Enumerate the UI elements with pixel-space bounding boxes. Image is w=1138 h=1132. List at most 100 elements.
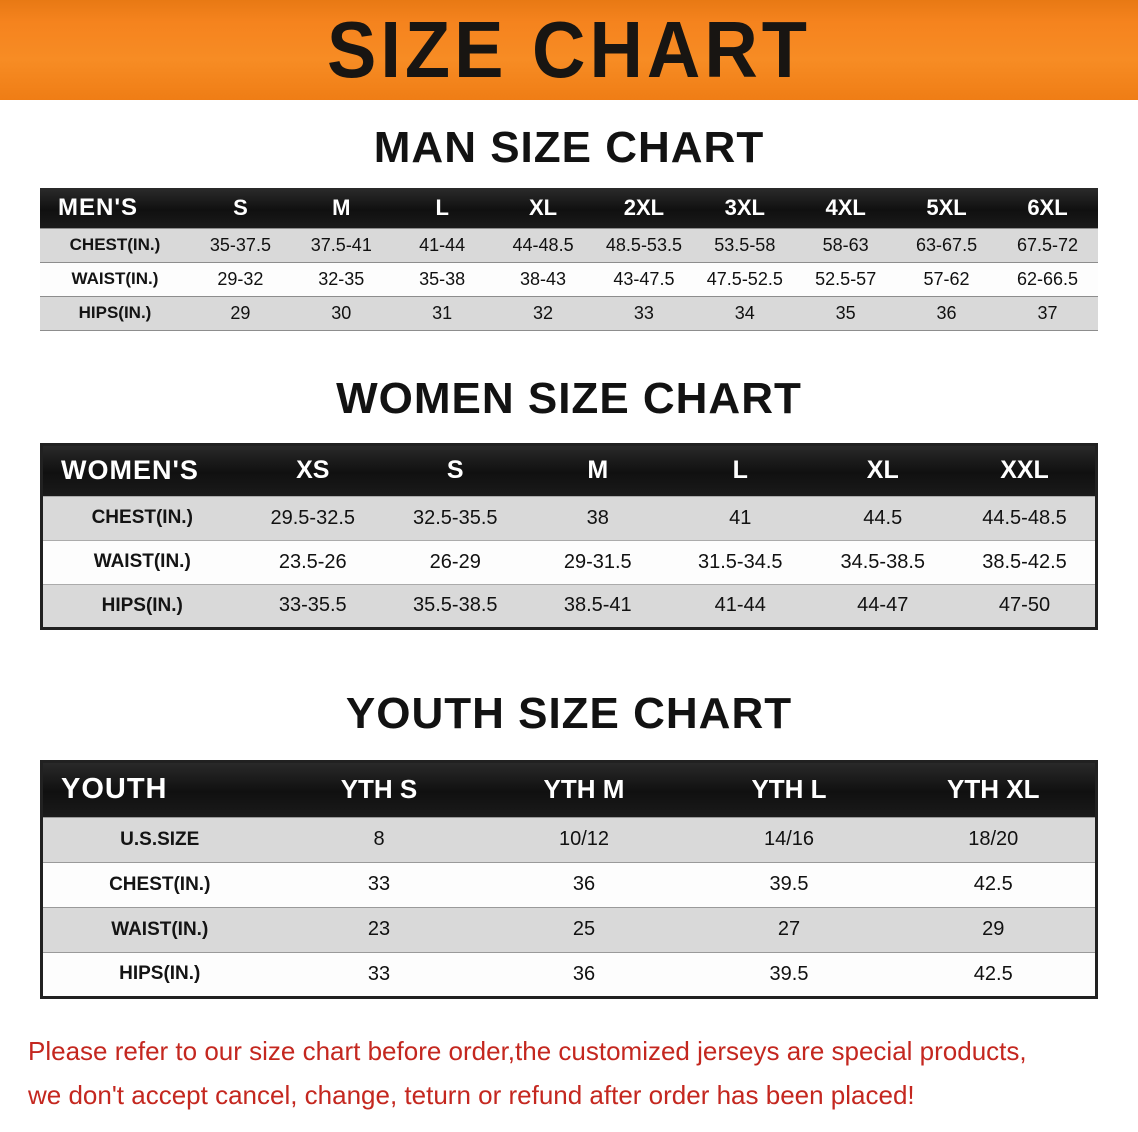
youth-value-cell: 39.5 (769, 873, 809, 895)
women-table-row: CHEST(IN.) 29.5-32.5 32.5-35.5 38 41 44.5 44.5… (41, 496, 1097, 540)
men-value-cell: 38-43 (520, 268, 567, 289)
women-value-cell: 44-47 (857, 594, 909, 616)
men-row-label-cell: CHEST(IN.) (69, 235, 161, 254)
women-table-row: HIPS(IN.) 33-35.5 35.5-38.5 38.5-41 41-44 44-… (41, 584, 1097, 628)
youth-size-label-cell: YTH XL (947, 774, 1040, 804)
men-size-label-cell: 5XL (926, 194, 967, 220)
youth-value-cell: 33 (367, 962, 391, 985)
men-value-cell: 67.5-72 (1016, 234, 1079, 255)
youth-value-cell: 42.5 (973, 873, 1013, 895)
youth-table-title-cell: YOUTH (61, 773, 168, 805)
men-size-section: MAN SIZE CHART MEN'S S M L XL 2XL 3XL 4XL 5XL 6XL C… (0, 124, 1138, 331)
men-value-cell: 35-38 (419, 268, 466, 289)
women-value-cell: 38.5-41 (563, 594, 632, 616)
women-value-cell: 44.5 (863, 506, 903, 529)
youth-value-cell: 14/16 (763, 828, 815, 850)
women-section-heading: WOMEN SIZE CHART (336, 373, 802, 423)
men-value-cell: 58-63 (822, 234, 869, 255)
men-value-cell: 31 (432, 302, 453, 323)
women-value-cell: 23.5-26 (278, 550, 347, 573)
youth-value-cell: 10/12 (558, 828, 610, 850)
youth-size-label-cell: YTH S (340, 774, 418, 804)
men-table-row: WAIST(IN.) 29-32 32-35 35-38 38-43 43-47.5 47.… (40, 262, 1098, 296)
men-value-cell: 52.5-57 (815, 268, 877, 289)
men-table-title-cell: MEN'S (58, 193, 139, 221)
women-size-label-cell: XS (296, 456, 330, 484)
men-value-cell: 32-35 (318, 268, 365, 289)
youth-row-label-cell: WAIST(IN.) (111, 918, 209, 940)
disclaimer-line-2: we don't accept cancel, change, teturn o… (28, 1079, 915, 1110)
youth-row-label-cell: U.S.SIZE (120, 828, 200, 850)
youth-size-table: YOUTH YTH S YTH M YTH L YTH XL U.S.SIZE 8 10/12… (40, 759, 1098, 999)
women-table-title-cell: WOMEN'S (61, 455, 199, 485)
men-row-label-cell: WAIST(IN.) (71, 269, 159, 288)
disclaimer: Please refer to our size chart before or… (0, 1029, 1138, 1117)
women-value-cell: 32.5-35.5 (412, 506, 498, 529)
men-value-cell: 63-67.5 (916, 234, 978, 255)
men-value-cell: 37.5-41 (310, 234, 372, 255)
women-size-table: WOMEN'S XS S M L XL XXL CHEST(IN.) 29.5-32.5 32.5… (40, 442, 1098, 630)
men-size-label-cell: XL (529, 194, 558, 220)
men-value-cell: 29 (230, 302, 251, 323)
men-value-cell: 35 (835, 302, 856, 323)
men-size-label-cell: L (435, 194, 449, 220)
youth-table-row: CHEST(IN.) 33 36 39.5 42.5 (41, 862, 1097, 907)
youth-table-row: U.S.SIZE 8 10/12 14/16 18/20 (41, 817, 1097, 862)
women-value-cell: 26-29 (429, 550, 481, 573)
men-value-cell: 57-62 (923, 268, 970, 289)
youth-value-cell: 33 (367, 873, 391, 895)
women-size-label-cell: S (446, 456, 464, 484)
youth-value-cell: 36 (572, 962, 596, 985)
men-value-cell: 30 (331, 302, 352, 323)
men-table-row: CHEST(IN.) 35-37.5 37.5-41 41-44 44-48.5 48.5… (40, 228, 1098, 262)
men-value-cell: 62-66.5 (1016, 268, 1079, 289)
men-value-cell: 43-47.5 (613, 268, 675, 289)
disclaimer-line-1: Please refer to our size chart before or… (28, 1035, 1027, 1066)
men-value-cell: 48.5-53.5 (605, 234, 682, 255)
youth-size-label-cell: YTH M (543, 774, 625, 804)
sections: MAN SIZE CHART MEN'S S M L XL 2XL 3XL 4XL 5XL 6XL C… (0, 124, 1138, 999)
women-size-section: WOMEN SIZE CHART WOMEN'S XS S M L XL XXL CHEST(I… (0, 373, 1138, 630)
men-table-row: HIPS(IN.) 29 30 31 32 33 34 35 36 37 (40, 296, 1098, 330)
women-row-label-cell: HIPS(IN.) (101, 594, 183, 616)
men-value-cell: 53.5-58 (714, 234, 776, 255)
women-table-header-row: WOMEN'S XS S M L XL XXL (41, 444, 1097, 496)
youth-table-row: HIPS(IN.) 33 36 39.5 42.5 (41, 952, 1097, 997)
women-size-label-cell: M (587, 456, 609, 484)
men-size-label-cell: 2XL (623, 194, 665, 220)
men-size-label-cell: 4XL (825, 194, 866, 220)
women-value-cell: 41 (729, 506, 752, 529)
women-row-label-cell: CHEST(IN.) (91, 507, 193, 528)
youth-row-label-cell: HIPS(IN.) (119, 963, 201, 984)
banner: SIZE CHART (0, 0, 1138, 100)
women-value-cell: 33-35.5 (278, 594, 347, 616)
men-value-cell: 41-44 (419, 234, 466, 255)
women-size-label-cell: XXL (1000, 456, 1049, 484)
women-value-cell: 38.5-42.5 (982, 550, 1067, 573)
men-value-cell: 47.5-52.5 (706, 268, 783, 289)
men-value-cell: 35-37.5 (209, 234, 271, 255)
youth-value-cell: 29 (982, 918, 1005, 940)
youth-table-header-row: YOUTH YTH S YTH M YTH L YTH XL (41, 761, 1097, 817)
men-value-cell: 29-32 (217, 268, 264, 289)
women-value-cell: 34.5-38.5 (840, 550, 925, 573)
women-value-cell: 44.5-48.5 (982, 506, 1067, 529)
youth-section-heading: YOUTH SIZE CHART (345, 688, 793, 738)
men-size-label-cell: 3XL (724, 194, 765, 220)
men-size-label-cell: 6XL (1027, 194, 1068, 220)
women-value-cell: 47-50 (998, 594, 1051, 616)
women-value-cell: 31.5-34.5 (697, 550, 783, 573)
women-size-label-cell: XL (866, 456, 899, 484)
men-value-cell: 32 (533, 302, 554, 323)
men-value-cell: 36 (936, 302, 957, 323)
men-size-table: MEN'S S M L XL 2XL 3XL 4XL 5XL 6XL CHEST(IN.) 35-37… (40, 188, 1098, 331)
men-table-header-row: MEN'S S M L XL 2XL 3XL 4XL 5XL 6XL (40, 188, 1098, 228)
banner-title: SIZE CHART (327, 4, 811, 95)
youth-value-cell: 25 (572, 918, 596, 940)
men-size-label-cell: M (332, 194, 351, 220)
women-table-row: WAIST(IN.) 23.5-26 26-29 29-31.5 31.5-34.5 34… (41, 540, 1097, 584)
men-section-heading: MAN SIZE CHART (373, 123, 765, 172)
youth-value-cell: 27 (777, 918, 801, 940)
youth-value-cell: 39.5 (769, 962, 809, 985)
